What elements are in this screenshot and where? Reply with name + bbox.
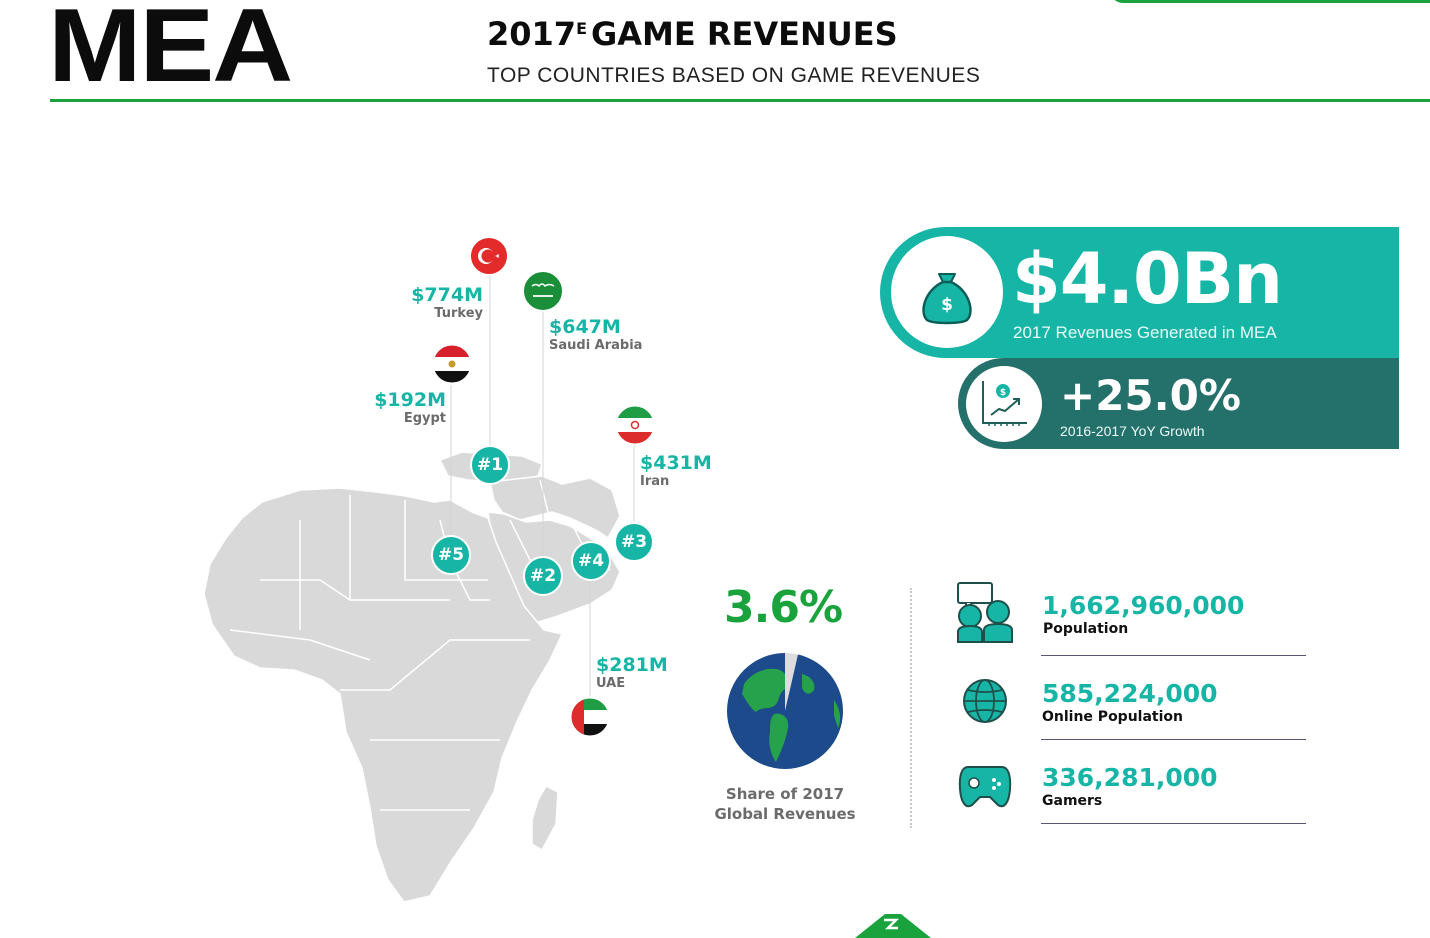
rank-marker-uae: #4: [571, 541, 611, 581]
revenue-label: 2017 Revenues Generated in MEA: [1013, 323, 1277, 342]
page-title: 2017E GAME REVENUES: [487, 18, 898, 50]
country-name: Egypt: [403, 411, 446, 426]
rank-marker-turkey: #1: [470, 445, 510, 485]
country-name: Turkey: [434, 306, 483, 321]
country-label-egypt: $192M Egypt: [356, 389, 446, 426]
growth-chart-icon: $: [982, 381, 1027, 426]
stat-divider: [1041, 823, 1306, 824]
rank-marker-saudi-arabia: #2: [523, 556, 563, 596]
globe-icon: [963, 679, 1007, 723]
title-year: 2017: [487, 15, 577, 53]
growth-value: +25.0%: [1060, 371, 1241, 420]
page-subtitle: TOP COUNTRIES BASED ON GAME REVENUES: [487, 64, 981, 87]
country-label-uae: $281M UAE: [596, 654, 668, 691]
rank-marker-egypt: #5: [431, 535, 471, 575]
egypt-flag: [431, 343, 473, 385]
stat-divider: [1041, 739, 1306, 740]
brand-logo: [855, 914, 931, 938]
top-accent-bar: [1110, 0, 1430, 3]
revenue-value: $4.0Bn: [1012, 238, 1283, 320]
rank-marker-iran: #3: [614, 522, 654, 562]
saudi-arabia-flag: [522, 270, 564, 312]
stat-label-online-population: Online Population: [1042, 709, 1183, 725]
iran-flag: [614, 404, 656, 446]
stat-value-gamers: 336,281,000: [1042, 763, 1218, 792]
country-amount: $774M: [411, 284, 483, 306]
country-name: Iran: [640, 474, 670, 489]
svg-text:$: $: [1000, 388, 1006, 398]
globe-share-graphic: [725, 651, 845, 771]
stat-divider: [1041, 655, 1306, 656]
growth-label: 2016-2017 YoY Growth: [1060, 423, 1205, 439]
country-label-turkey: $774M Turkey: [395, 284, 483, 321]
stat-label-population: Population: [1043, 621, 1129, 637]
stat-value-population: 1,662,960,000: [1042, 591, 1245, 620]
stat-label-gamers: Gamers: [1042, 793, 1103, 809]
country-amount: $192M: [374, 389, 446, 411]
global-share-wedge: [785, 652, 799, 711]
stat-value-online-population: 585,224,000: [1042, 679, 1218, 708]
title-text: GAME REVENUES: [591, 15, 898, 53]
header-divider: [50, 99, 1430, 102]
country-label-iran: $431M Iran: [640, 452, 712, 489]
growth-icon-circle: [966, 366, 1042, 442]
svg-text:$: $: [941, 295, 953, 315]
global-share-label-line1: Share of 2017: [725, 785, 845, 803]
country-label-saudi-arabia: $647M Saudi Arabia: [549, 316, 643, 353]
dotted-divider: [910, 588, 912, 828]
country-amount: $647M: [549, 316, 621, 338]
country-amount: $431M: [640, 452, 712, 474]
country-name: UAE: [596, 676, 626, 691]
money-bag-icon: $: [922, 273, 972, 325]
country-name: Saudi Arabia: [549, 338, 643, 353]
global-share-value: 3.6%: [724, 582, 843, 633]
gamepad-icon: [958, 766, 1012, 808]
title-estimate-mark: E: [576, 19, 587, 38]
turkey-flag: [469, 236, 509, 276]
country-amount: $281M: [596, 654, 668, 676]
people-icon: [957, 582, 1013, 643]
global-share-label-line2: Global Revenues: [714, 805, 856, 823]
uae-flag: [569, 696, 611, 738]
global-share-label: Share of 2017 Global Revenues: [700, 784, 870, 824]
region-title: MEA: [48, 0, 293, 104]
